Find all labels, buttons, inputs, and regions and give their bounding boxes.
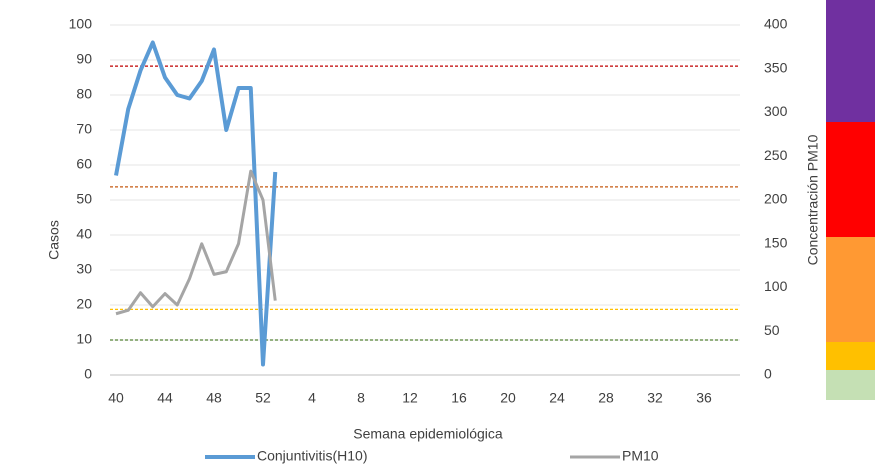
y2-tick-label: 100 [764, 278, 788, 294]
y2-tick-label: 50 [764, 322, 780, 338]
y2-tick-label: 200 [764, 191, 788, 207]
y-tick-label: 80 [76, 86, 92, 102]
x-tick-label: 48 [206, 390, 222, 406]
band-yellow [826, 342, 875, 370]
y-tick-label: 70 [76, 121, 92, 137]
y-tick-label: 60 [76, 156, 92, 172]
y2-tick-label: 300 [764, 103, 788, 119]
legend-label: Conjuntivitis(H10) [257, 448, 367, 464]
y2-tick-label: 400 [764, 16, 788, 32]
band-green [826, 370, 875, 400]
y-tick-label: 100 [69, 16, 93, 32]
y-tick-label: 20 [76, 296, 92, 312]
band-red [826, 122, 875, 237]
series-line [115, 169, 277, 316]
y2-tick-label: 350 [764, 59, 788, 75]
x-tick-label: 44 [157, 390, 173, 406]
y-tick-label: 40 [76, 226, 92, 242]
legend-label: PM10 [622, 448, 659, 464]
x-tick-label: 40 [108, 390, 124, 406]
x-tick-label: 12 [402, 390, 418, 406]
x-tick-label: 16 [451, 390, 467, 406]
x-tick-label: 4 [308, 390, 316, 406]
x-tick-label: 32 [647, 390, 663, 406]
band-orange [826, 237, 875, 342]
x-tick-label: 20 [500, 390, 516, 406]
y2-tick-label: 250 [764, 147, 788, 163]
y2-axis-label: Concentración PM10 [805, 134, 821, 265]
y-tick-label: 90 [76, 51, 92, 67]
y-tick-label: 50 [76, 191, 92, 207]
y2-tick-label: 150 [764, 234, 788, 250]
y2-tick-label: 0 [764, 366, 772, 382]
y-axis-label: Casos [46, 220, 62, 260]
series-line [114, 40, 278, 367]
y-tick-label: 0 [84, 366, 92, 382]
x-tick-label: 52 [255, 390, 271, 406]
x-tick-label: 36 [696, 390, 712, 406]
x-tick-label: 8 [357, 390, 365, 406]
x-tick-label: 24 [549, 390, 565, 406]
y-tick-label: 10 [76, 331, 92, 347]
band-purple [826, 0, 875, 122]
x-axis-label: Semana epidemiológica [353, 426, 503, 442]
x-tick-label: 28 [598, 390, 614, 406]
y-tick-label: 30 [76, 261, 92, 277]
